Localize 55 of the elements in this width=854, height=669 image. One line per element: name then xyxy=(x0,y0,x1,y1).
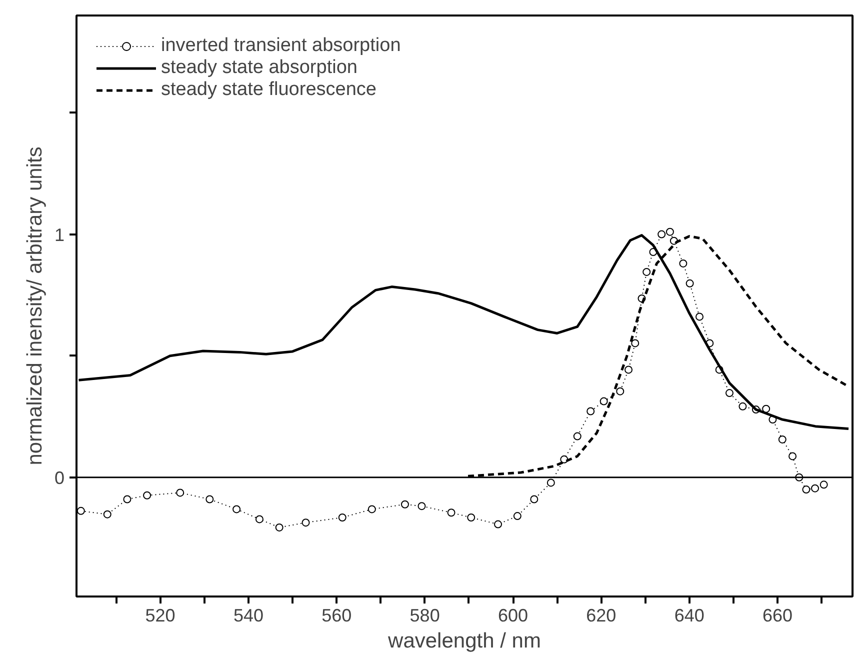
point xyxy=(738,402,747,410)
point xyxy=(616,387,624,396)
x-tick-label: 520 xyxy=(145,606,176,626)
point xyxy=(658,230,666,238)
x-tick-label: 640 xyxy=(674,606,704,626)
point xyxy=(338,514,346,522)
legend-label: steady state fluorescence xyxy=(161,79,376,101)
point xyxy=(586,407,595,416)
point xyxy=(631,339,640,348)
point xyxy=(811,484,820,492)
point xyxy=(255,515,264,524)
legend-label: inverted transient absorption xyxy=(161,35,401,57)
y-axis-title: normalized inensity/ arbitrary units xyxy=(23,146,46,466)
x-tick-label: 580 xyxy=(410,606,440,626)
point xyxy=(232,505,241,514)
point xyxy=(530,495,538,504)
y-tick-label: 1 xyxy=(54,224,65,245)
point xyxy=(778,435,786,444)
point xyxy=(642,268,651,276)
point xyxy=(467,514,476,522)
point xyxy=(513,512,522,520)
point xyxy=(546,478,555,487)
point xyxy=(103,510,112,518)
point xyxy=(400,500,409,508)
point xyxy=(820,480,828,489)
x-tick-label: 600 xyxy=(498,606,528,626)
point xyxy=(275,523,284,532)
point xyxy=(368,505,376,514)
point xyxy=(679,259,688,268)
point xyxy=(302,518,310,527)
point xyxy=(143,491,152,500)
point xyxy=(624,366,633,374)
point xyxy=(696,312,704,321)
x-tick-label: 560 xyxy=(322,606,352,626)
point xyxy=(76,506,85,515)
point xyxy=(802,486,810,494)
point xyxy=(762,404,770,413)
point xyxy=(725,389,734,398)
point xyxy=(447,508,456,517)
point xyxy=(600,397,608,406)
x-tick-label: 620 xyxy=(586,606,616,626)
point xyxy=(573,432,582,440)
point xyxy=(686,279,694,288)
point xyxy=(206,495,214,504)
y-tick-label: 0 xyxy=(54,468,65,488)
point xyxy=(418,502,426,510)
x-axis-title: wavelength / nm xyxy=(387,630,541,652)
point xyxy=(494,520,502,528)
x-tick-label: 660 xyxy=(762,606,793,626)
point xyxy=(788,452,797,460)
legend-label: steady state absorption xyxy=(161,57,358,79)
point xyxy=(176,488,184,497)
point xyxy=(123,495,132,504)
x-tick-label: 540 xyxy=(233,606,264,626)
point xyxy=(666,228,674,236)
